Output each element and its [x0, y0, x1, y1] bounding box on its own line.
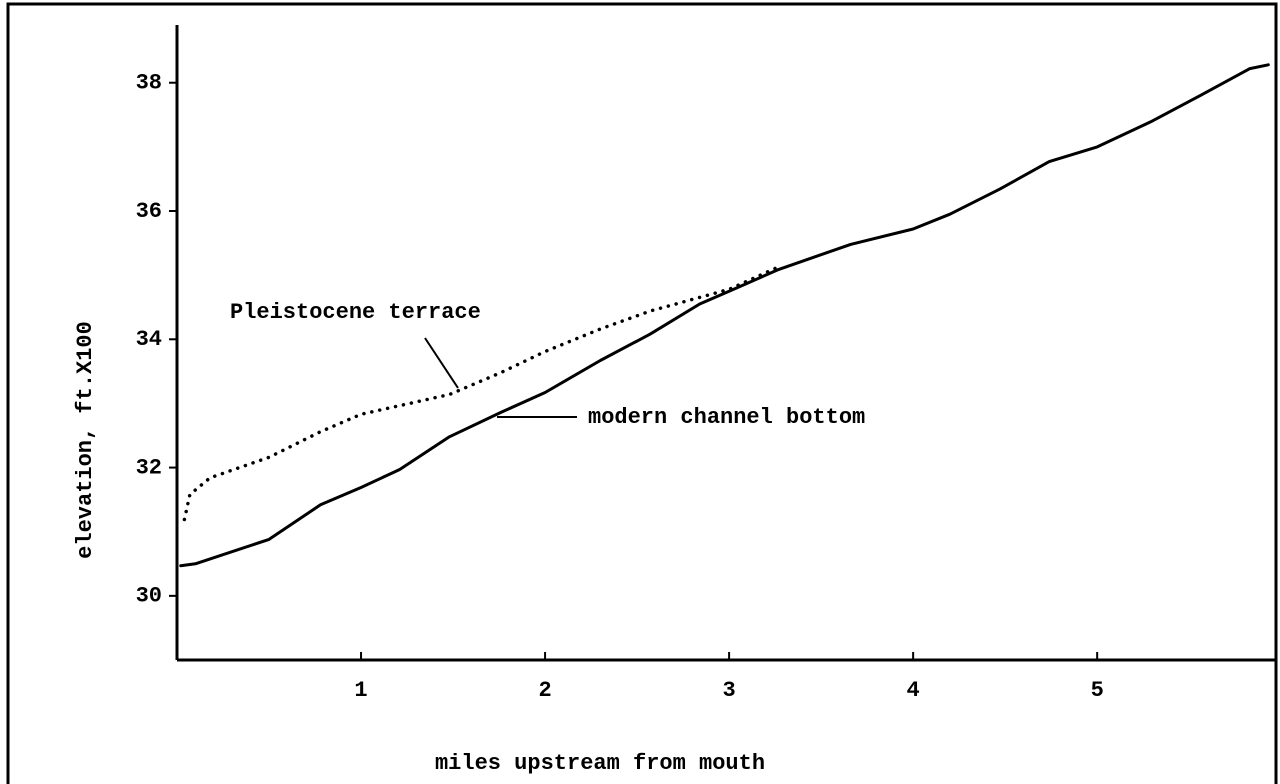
x-tick-label: 1: [354, 678, 367, 703]
annotation: modern channel bottom: [588, 405, 865, 430]
frame: [6, 2, 1278, 784]
series-line: [179, 63, 1270, 568]
x-tick-label: 2: [538, 678, 551, 703]
x-axis-label: miles upstream from mouth: [435, 751, 765, 776]
y-tick-label: 32: [136, 455, 162, 480]
y-axis-label: elevation, ft.X100: [73, 321, 98, 559]
leader-line: [424, 337, 459, 389]
y-tick-label: 34: [136, 327, 162, 352]
y-tick-label: 36: [136, 199, 162, 224]
x-tick-label: 4: [907, 678, 920, 703]
y-tick-label: 38: [136, 71, 162, 96]
y-tick-label: 30: [136, 584, 162, 609]
series-line: [182, 265, 781, 522]
x-tick-label: 5: [1091, 678, 1104, 703]
x-tick-label: 3: [722, 678, 735, 703]
annotation: Pleistocene terrace: [230, 300, 481, 325]
